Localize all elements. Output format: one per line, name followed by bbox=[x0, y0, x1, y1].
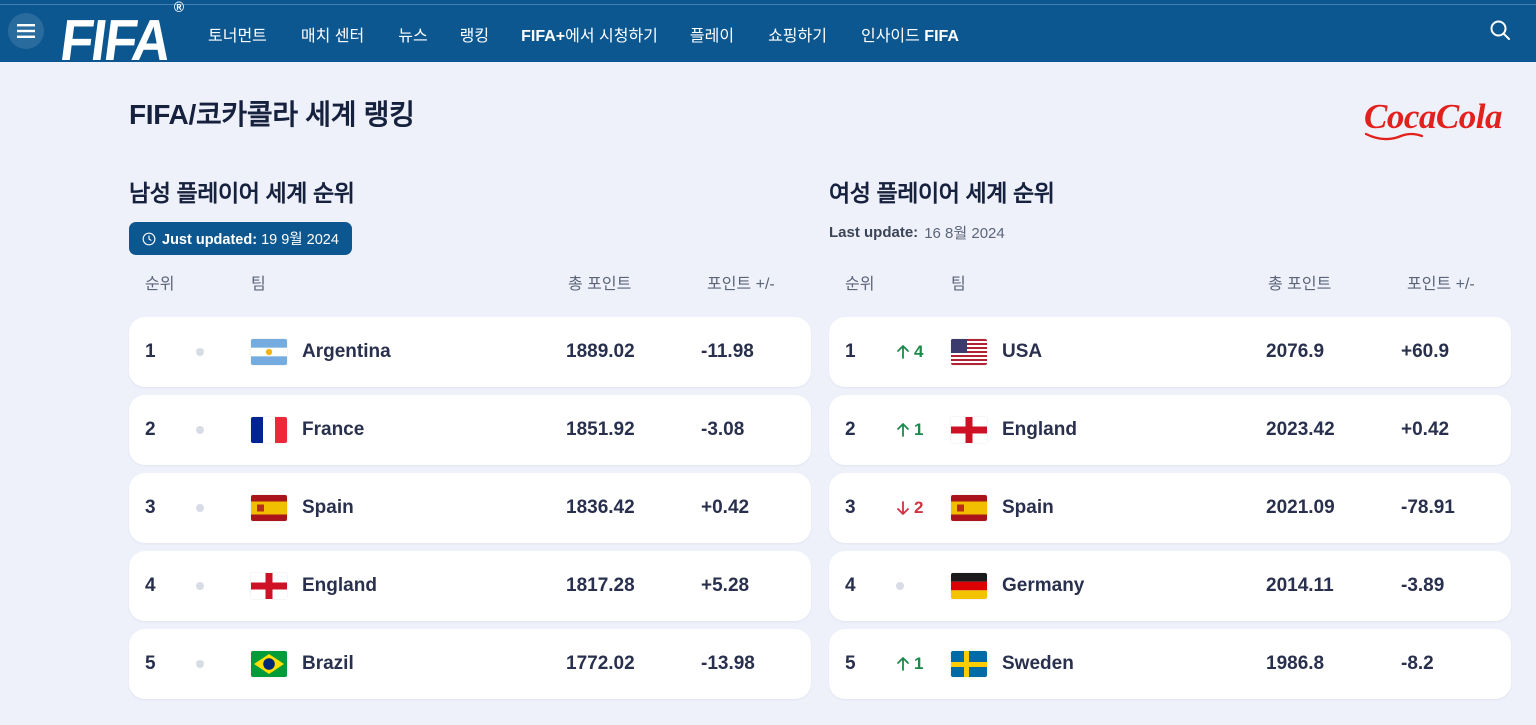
svg-text:CocaCola: CocaCola bbox=[1364, 97, 1502, 136]
